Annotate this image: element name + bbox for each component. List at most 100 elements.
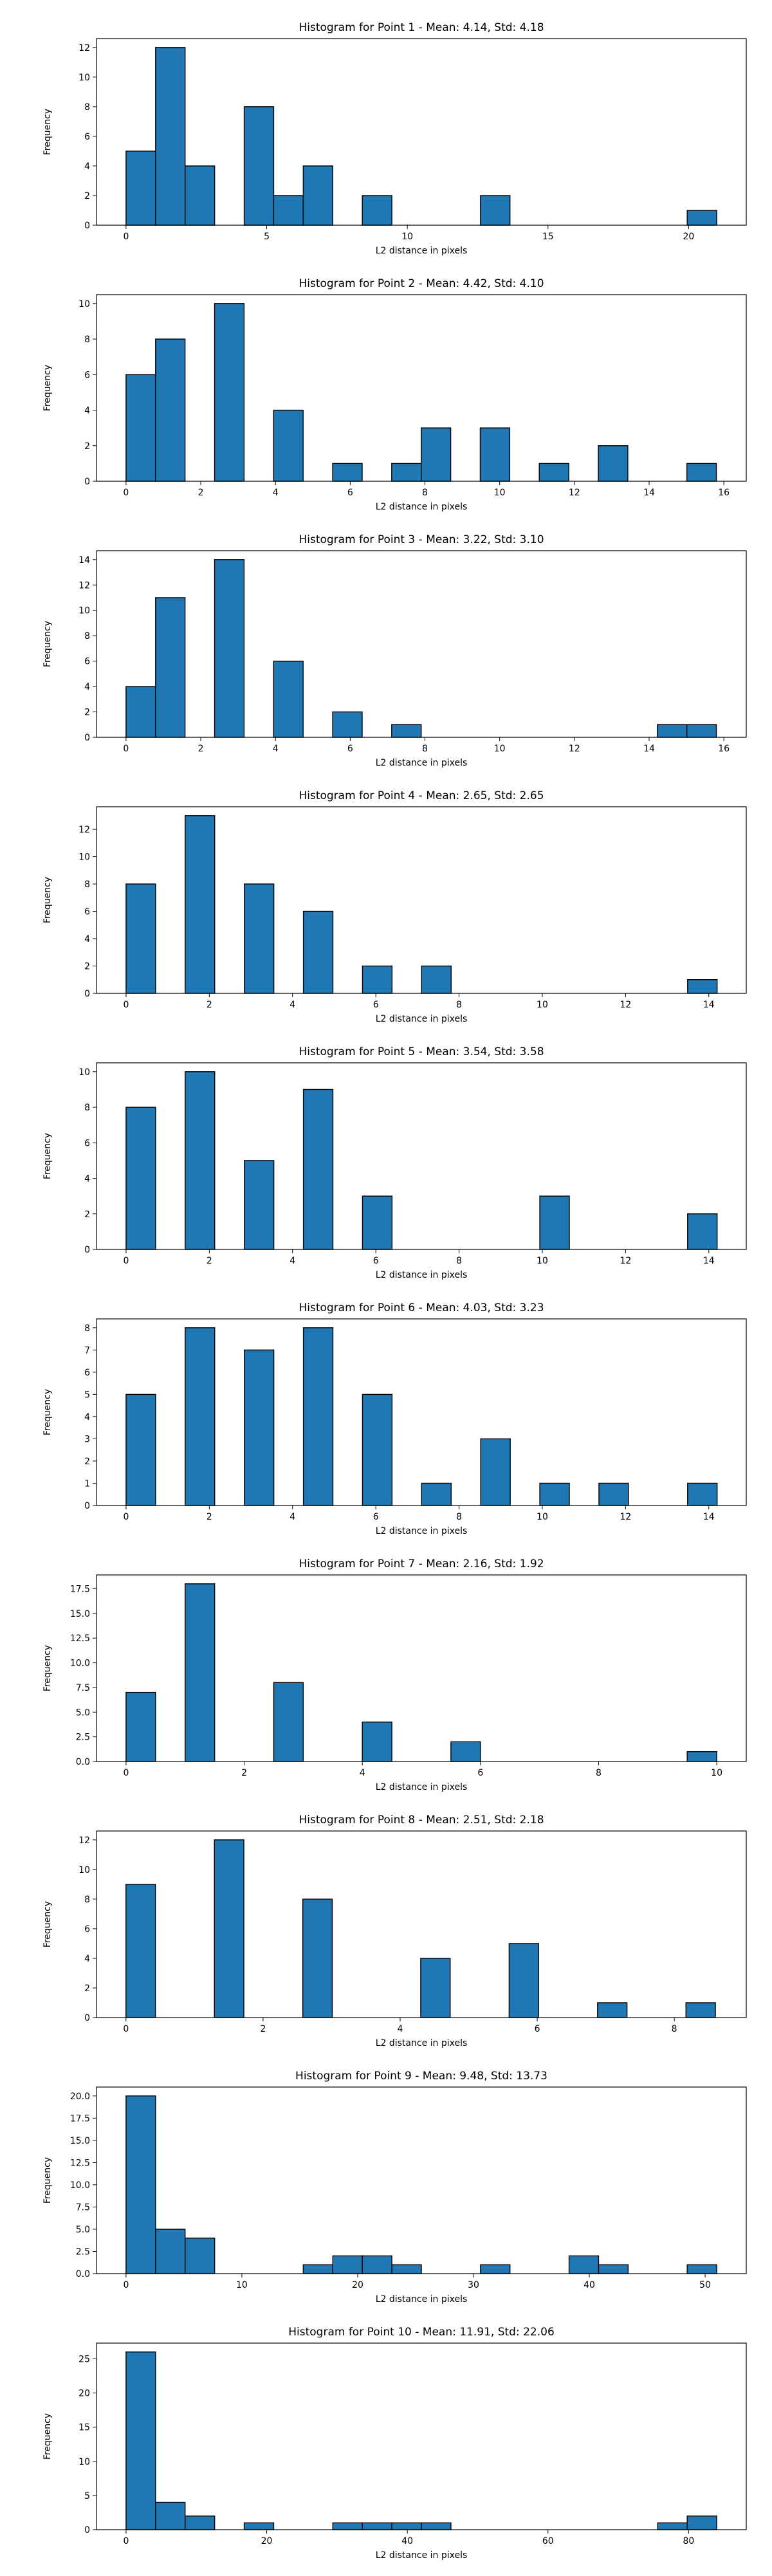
axes-frame (96, 806, 747, 994)
x-tick-label: 10 (236, 2280, 248, 2290)
x-tick-label: 15 (542, 232, 554, 242)
x-tick-label: 60 (542, 2536, 554, 2546)
histogram-bar (568, 2255, 600, 2274)
x-tick-label: 50 (699, 2280, 711, 2290)
histogram-bar (391, 2264, 422, 2274)
histogram-bar (214, 1839, 244, 2018)
y-tick-label: 15.0 (70, 1609, 90, 1619)
y-tick-label: 0 (84, 989, 90, 999)
y-tick-label: 17.5 (70, 2113, 90, 2124)
histogram-bar (686, 2264, 717, 2274)
x-tick-label: 0 (123, 232, 129, 242)
histogram-bar (686, 2516, 717, 2530)
histogram-bar (657, 724, 688, 738)
histogram-bar (302, 1089, 334, 1250)
x-tick-label: 2 (198, 488, 204, 498)
histogram-bar (302, 1899, 333, 2018)
x-tick-label: 14 (703, 1256, 715, 1266)
x-tick-label: 2 (198, 744, 204, 754)
x-tick-label: 4 (360, 1768, 365, 1778)
histogram-bar (185, 2238, 216, 2274)
y-tick-label: 10.0 (70, 2180, 90, 2191)
histogram-chart-8: Histogram for Point 8 - Mean: 2.51, Std:… (42, 1814, 747, 2048)
y-tick-label: 2.5 (76, 2247, 90, 2257)
y-tick-label: 5.0 (76, 1707, 90, 1718)
y-tick-label: 10.0 (70, 1659, 90, 1669)
x-tick-label: 8 (422, 488, 428, 498)
histogram-bar (480, 195, 511, 226)
y-tick-label: 0 (84, 1245, 90, 1255)
histogram-bar (420, 1958, 451, 2018)
axes-frame (96, 1318, 747, 1506)
axes-frame (96, 1830, 747, 2018)
y-tick-label: 6 (84, 907, 90, 917)
x-tick-label: 14 (703, 1000, 715, 1010)
y-tick-label: 15.0 (70, 2136, 90, 2146)
y-tick-label: 10 (78, 73, 90, 83)
y-axis-label: Frequency (42, 1901, 53, 1947)
chart-title: Histogram for Point 6 - Mean: 4.03, Std:… (299, 1302, 544, 1314)
x-tick-label: 14 (643, 744, 655, 754)
y-axis-label: Frequency (42, 1645, 53, 1691)
histogram-bar (421, 2522, 452, 2530)
x-tick-label: 6 (535, 2024, 540, 2034)
axes-frame (96, 294, 747, 482)
histogram-bar (687, 1482, 718, 1506)
x-tick-label: 8 (456, 1256, 462, 1266)
x-tick-label: 30 (468, 2280, 479, 2290)
y-tick-label: 25 (78, 2354, 90, 2364)
histogram-bar (362, 2255, 392, 2274)
chart-title: Histogram for Point 4 - Mean: 2.65, Std:… (299, 789, 544, 802)
x-tick-label: 0 (123, 1768, 129, 1778)
chart-title: Histogram for Point 3 - Mean: 3.22, Std:… (299, 533, 544, 546)
histogram-bar (302, 910, 334, 994)
x-tick-label: 8 (672, 2024, 677, 2034)
histogram-bar (243, 2522, 275, 2530)
x-axis-label: L2 distance in pixels (376, 502, 468, 512)
x-tick-label: 8 (456, 1512, 462, 1522)
histogram-bar (214, 559, 245, 738)
y-tick-label: 0 (84, 733, 90, 743)
x-tick-label: 4 (290, 1000, 295, 1010)
y-tick-label: 2 (84, 1457, 90, 1467)
histogram-bar (480, 1438, 511, 1506)
y-tick-label: 1 (84, 1478, 90, 1489)
x-tick-label: 10 (494, 744, 506, 754)
histogram-bar (125, 883, 156, 994)
y-tick-label: 20 (78, 2389, 90, 2399)
x-axis-label: L2 distance in pixels (376, 1782, 468, 1792)
x-tick-label: 6 (373, 1000, 379, 1010)
y-tick-label: 0 (84, 1501, 90, 1511)
y-tick-label: 8 (84, 102, 90, 113)
y-tick-label: 2 (84, 441, 90, 452)
histogram-bar (243, 1349, 275, 1506)
x-tick-label: 40 (584, 2280, 595, 2290)
x-tick-label: 10 (537, 1000, 548, 1010)
x-tick-label: 8 (596, 1768, 602, 1778)
histogram-bar (687, 979, 718, 994)
histogram-bar (273, 660, 304, 738)
histogram-bar (685, 2002, 716, 2018)
histogram-chart-10: Histogram for Point 10 - Mean: 11.91, St… (42, 2326, 747, 2561)
x-tick-label: 2 (207, 1256, 212, 1266)
y-tick-label: 4 (84, 934, 90, 944)
histogram-bar (686, 210, 717, 226)
y-tick-label: 10 (78, 299, 90, 309)
histogram-bar (450, 1741, 481, 1762)
x-tick-label: 2 (241, 1768, 247, 1778)
histogram-bar (125, 1394, 156, 1506)
axes-frame (96, 1574, 747, 1762)
x-tick-label: 8 (456, 1000, 462, 1010)
histogram-bar (185, 815, 216, 994)
x-tick-label: 10 (711, 1768, 722, 1778)
histogram-bar (155, 2501, 186, 2530)
y-tick-label: 4 (84, 1954, 90, 1964)
x-tick-label: 0 (123, 2024, 129, 2034)
histogram-bar (125, 2095, 156, 2274)
histogram-bar (362, 1195, 393, 1250)
y-tick-label: 12 (78, 1835, 90, 1846)
histogram-bar (362, 1394, 393, 1506)
y-tick-label: 12.5 (70, 1633, 90, 1644)
x-tick-label: 40 (401, 2536, 413, 2546)
y-tick-label: 5 (84, 2491, 90, 2501)
